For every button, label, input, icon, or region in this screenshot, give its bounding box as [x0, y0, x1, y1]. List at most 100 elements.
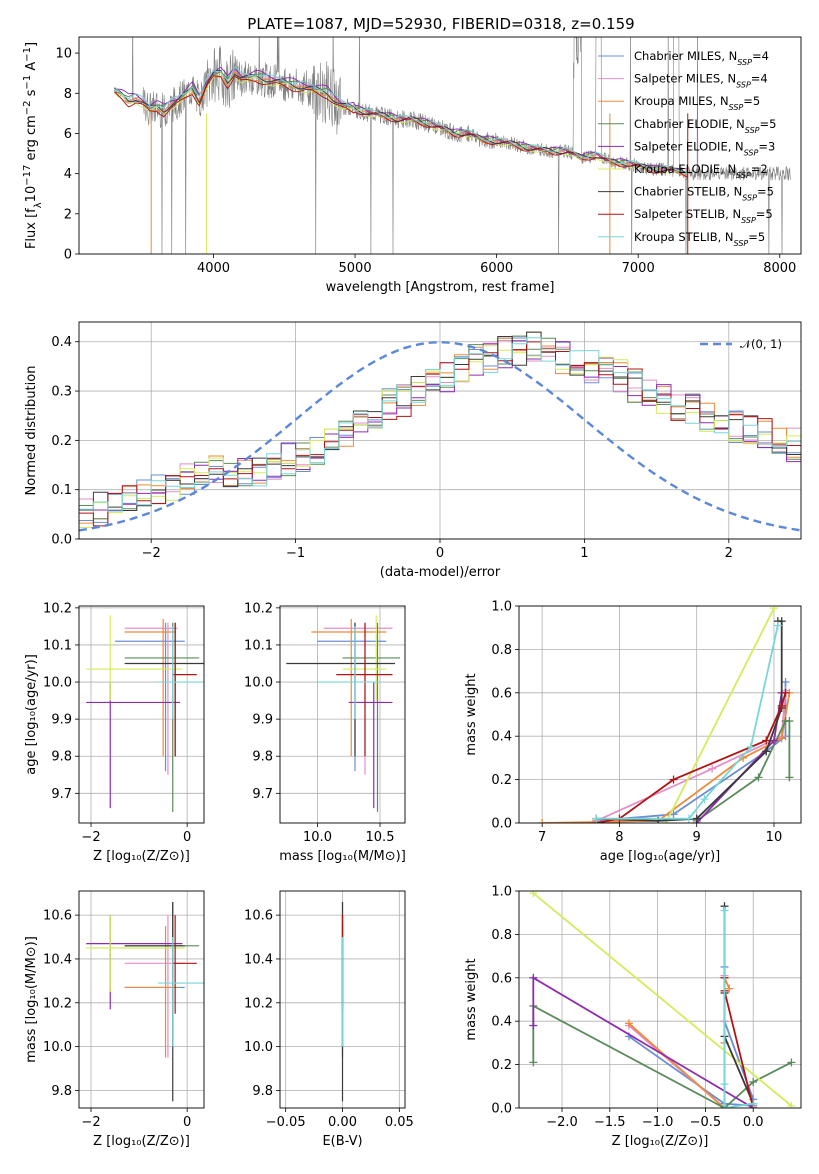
- legend-label-salpeter-miles: Salpeter MILES, NSSP=4: [634, 72, 768, 90]
- series-line-kroupa-elodie: [532, 892, 792, 1107]
- marker-kroupa-miles: [725, 984, 734, 993]
- axes-decorations: 10.0 10.5 9.7 9.8 9.9 10.0 10.1 10.2 mass [log₁₀…: [244, 601, 406, 864]
- panel-age-vs-Z: −2 0 9.7 9.8 9.9 10.0 10.1 10.2 Z [log₁₀(Z/Z⊙)] a…: [24, 601, 205, 864]
- x-tick-label: 8: [615, 830, 623, 845]
- legend-ssp-sub: SSP: [744, 148, 759, 157]
- errorbar-salpeter-stelib: [172, 622, 197, 757]
- y-tick-label: 0.0: [491, 817, 512, 832]
- plot-area: [519, 891, 801, 1108]
- legend-label-chabrier-miles: Chabrier MILES, NSSP=4: [634, 49, 769, 67]
- x-axis-label: wavelength [Angstrom, rest frame]: [326, 280, 555, 295]
- legend-label-normal: 𝒩(0, 1): [740, 337, 782, 351]
- x-tick-label: 4000: [197, 261, 230, 276]
- marker-chabrier-elodie: [754, 773, 763, 782]
- errorbar-kroupa-miles: [311, 618, 387, 757]
- marker-kroupa-miles: [538, 819, 547, 823]
- legend-label-salpeter-elodie: Salpeter ELODIE, NSSP=3: [634, 139, 775, 157]
- legend-label-kroupa-miles: Kroupa MILES, NSSP=5: [634, 94, 760, 112]
- x-tick-label: −0.5: [690, 1115, 722, 1130]
- legend-nssp-value: =2: [751, 162, 768, 176]
- legend-nssp-value: =5: [756, 207, 773, 221]
- x-tick-label: 0.00: [328, 1115, 357, 1130]
- y-tick-label: 10.1: [244, 638, 273, 653]
- panel-mass-vs-Z: −2 0 9.8 10.0 10.2 10.4 10.6 Z [log₁₀(Z/Z⊙)] mas…: [24, 890, 205, 1149]
- axes-frame: [78, 36, 802, 255]
- y-axis-label-part: −17: [22, 165, 33, 186]
- series-line-kroupa-elodie: [664, 607, 775, 823]
- legend-label-chabrier-elodie: Chabrier ELODIE, NSSP=5: [634, 117, 776, 135]
- axes-decorations: −2 −1 0 1 2 0.0 0.1 0.2 0.3 0.4 (data-model)/error…: [24, 321, 802, 580]
- y-axis-label-part: −1: [22, 47, 33, 62]
- y-tick-label: 9.7: [51, 787, 72, 802]
- plot-area: [79, 606, 204, 823]
- y-tick-label: 0.0: [51, 533, 72, 548]
- plot-marks: [286, 615, 400, 812]
- y-tick-label: 0.0: [491, 1102, 512, 1117]
- panel-residuals: −2 −1 0 1 2 0.0 0.1 0.2 0.3 0.4 (data-model)/error…: [24, 321, 802, 580]
- y-axis-label-part: −2: [22, 100, 33, 115]
- panel-massweight-vs-age: 7 8 9 10 0.0 0.2 0.4 0.6 0.8 1.0 age [log₁₀(age/yr…: [464, 600, 802, 864]
- x-tick-label: 9: [693, 830, 701, 845]
- errorbar-kroupa-elodie: [342, 615, 387, 701]
- y-tick-label: 10.2: [244, 996, 273, 1011]
- plot-area: [79, 37, 801, 254]
- plot-marks: [529, 891, 796, 1108]
- y-axis-label: Flux [fλ10−17 erg cm−2 s−1 A−1]: [22, 42, 44, 249]
- axes-frame: [78, 605, 205, 824]
- legend-label-kroupa-elodie: Kroupa ELODIE, NSSP=2: [634, 162, 768, 180]
- marker-chabrier-elodie: [785, 773, 794, 782]
- x-tick-label: −1.5: [594, 1115, 626, 1130]
- axes-decorations: −2 0 9.7 9.8 9.9 10.0 10.1 10.2 Z [log₁₀(Z/Z⊙)] a…: [24, 601, 205, 864]
- series-line-kroupa-stelib: [723, 910, 754, 1108]
- x-axis-label: Z [log₁₀(Z/Z⊙)]: [612, 1134, 709, 1149]
- y-tick-label: 10.6: [244, 909, 273, 924]
- x-tick-label: 8000: [763, 261, 796, 276]
- y-tick-label: 9.8: [252, 1084, 273, 1099]
- marker-salpeter-elodie: [529, 973, 538, 982]
- legend-ssp-sub: SSP: [729, 103, 744, 112]
- y-axis-label-part: λ: [33, 202, 44, 208]
- y-tick-label: 9.8: [51, 1084, 72, 1099]
- y-tick-label: 8: [64, 87, 72, 102]
- marker-kroupa-stelib: [720, 1080, 729, 1089]
- legend-nssp-value: =5: [757, 185, 774, 199]
- marker-kroupa-stelib: [592, 814, 601, 823]
- marker-salpeter-stelib: [777, 701, 786, 710]
- x-tick-label: −1: [286, 546, 305, 561]
- legend-ssp-sub: SSP: [736, 171, 751, 180]
- x-tick-label: −2: [81, 1115, 100, 1130]
- y-tick-label: 10.0: [244, 1040, 273, 1055]
- plot-marks: [538, 606, 794, 823]
- legend-label-kroupa-stelib: Kroupa STELIB, NSSP=5: [634, 230, 765, 248]
- legend-label-chabrier-stelib: Chabrier STELIB, NSSP=5: [634, 185, 774, 203]
- legend-nssp-value: =4: [751, 72, 768, 86]
- panel-spectrum: 4000 5000 6000 7000 8000 0 2 4 6 8 10 wavelength [A…: [22, 36, 802, 295]
- legend-ssp-sub: SSP: [736, 80, 751, 89]
- y-tick-label: 0: [64, 248, 72, 263]
- model-line-salpeter-stelib: [114, 75, 688, 178]
- y-tick-label: 10.2: [43, 996, 72, 1011]
- x-axis-label: Z [log₁₀(Z/Z⊙)]: [93, 1134, 190, 1149]
- errorbar-kroupa-stelib: [158, 937, 204, 1047]
- legend-series-name: Salpeter STELIB, N: [634, 207, 741, 221]
- marker-kroupa-miles: [624, 1019, 633, 1028]
- y-tick-label: 0.4: [51, 335, 72, 350]
- x-tick-label: −2: [81, 830, 100, 845]
- marker-salpeter-elodie: [769, 736, 778, 745]
- y-tick-label: 1.0: [491, 600, 512, 615]
- marker-kroupa-stelib: [700, 795, 709, 804]
- y-axis-label-part: −1: [22, 75, 33, 90]
- legend-ssp-sub: SSP: [737, 58, 752, 67]
- marker-chabrier-elodie: [785, 717, 794, 726]
- model-line-kroupa-miles: [114, 71, 688, 176]
- y-axis-label-part: s: [24, 89, 39, 100]
- marker-chabrier-miles: [781, 677, 790, 686]
- x-tick-label: 1: [580, 546, 588, 561]
- marker-kroupa-stelib: [773, 621, 782, 630]
- marker-kroupa-elodie: [787, 1101, 796, 1108]
- legend-series-name: Chabrier MILES, N: [634, 49, 737, 63]
- y-axis-label-part: erg cm: [24, 115, 39, 164]
- y-tick-label: 10.2: [43, 601, 72, 616]
- axes-decorations: 7 8 9 10 0.0 0.2 0.4 0.6 0.8 1.0 age [log₁₀(age/yr…: [464, 600, 802, 864]
